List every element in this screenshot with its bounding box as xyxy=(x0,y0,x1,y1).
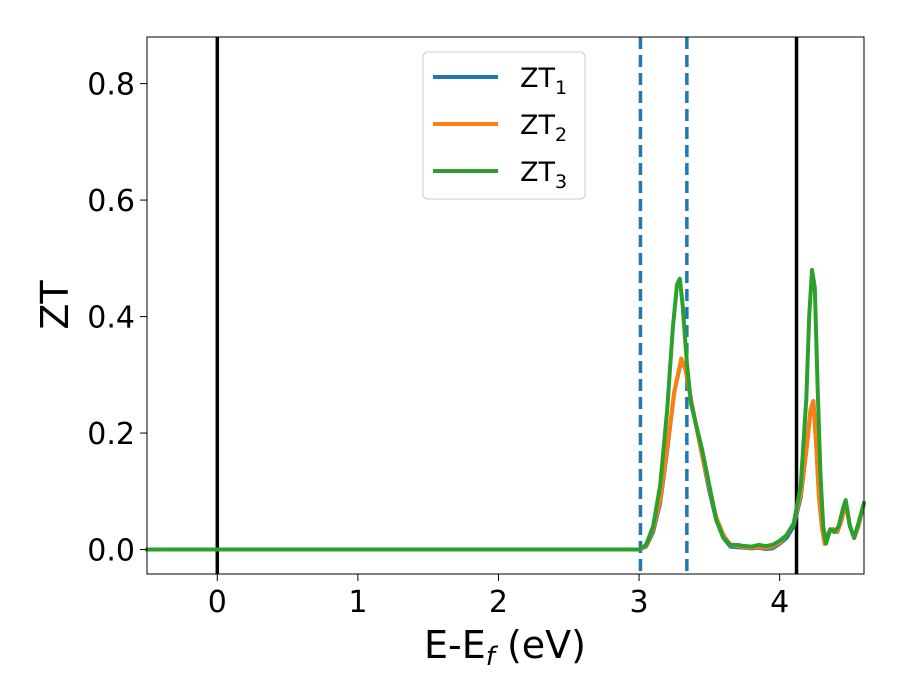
x-tick-label: 2 xyxy=(489,585,508,620)
plot-frame xyxy=(146,36,865,575)
series-layer xyxy=(145,267,866,552)
y-tick-label: 0.4 xyxy=(87,301,135,336)
legend-box xyxy=(422,51,586,200)
x-tick-label: 4 xyxy=(770,585,789,620)
y-axis: 0.0 0.2 0.4 0.6 0.8 xyxy=(87,68,147,569)
legend-label-3: ZT3 xyxy=(520,157,567,193)
legend: ZT1 ZT2 ZT3 xyxy=(422,51,586,200)
y-tick-label: 0.8 xyxy=(87,68,135,103)
y-axis-title: ZT xyxy=(33,280,77,330)
legend-label-2: ZT2 xyxy=(520,110,567,146)
y-tick-label: 0.0 xyxy=(87,534,135,569)
x-tick-label: 3 xyxy=(630,585,649,620)
x-tick-label: 0 xyxy=(208,585,227,620)
x-tick-label: 1 xyxy=(348,585,367,620)
y-tick-label: 0.2 xyxy=(87,417,135,452)
series-line-3 xyxy=(145,267,866,552)
reference-lines xyxy=(215,37,799,574)
x-axis: 0 1 2 3 4 xyxy=(208,574,789,620)
legend-label-1: ZT1 xyxy=(520,63,567,99)
x-axis-title: E-Ef (eV) xyxy=(424,623,586,672)
y-tick-label: 0.6 xyxy=(87,184,135,219)
